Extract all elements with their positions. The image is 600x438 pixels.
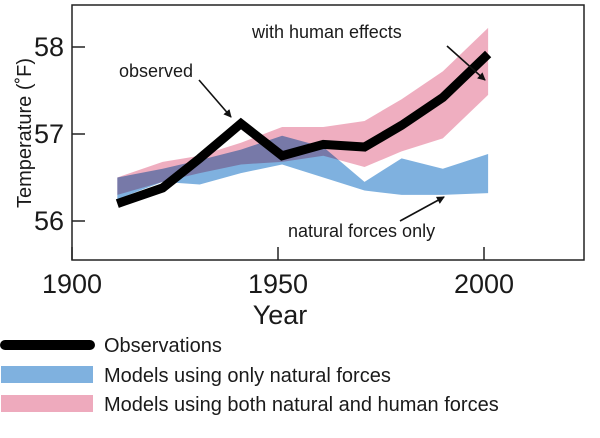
annotation-observed: observed bbox=[119, 61, 193, 81]
x-axis-label: Year bbox=[253, 300, 308, 330]
legend-label-human: Models using both natural and human forc… bbox=[104, 394, 499, 416]
y-tick-label: 56 bbox=[34, 206, 64, 236]
legend: Observations Models using only natural f… bbox=[0, 335, 499, 416]
arrow-human-effects bbox=[446, 45, 486, 81]
legend-swatch-natural bbox=[1, 366, 93, 383]
annotation-human-effects: with human effects bbox=[251, 22, 402, 42]
y-tick-label: 58 bbox=[34, 32, 64, 62]
natural-forces-band bbox=[117, 135, 489, 200]
annotation-natural: natural forces only bbox=[288, 221, 435, 241]
legend-label-natural: Models using only natural forces bbox=[104, 365, 391, 387]
legend-swatch-human bbox=[1, 395, 93, 412]
x-tick-label: 2000 bbox=[454, 269, 514, 299]
observations-line bbox=[115, 50, 492, 208]
legend-label-observations: Observations bbox=[104, 335, 222, 357]
x-tick-label: 1900 bbox=[42, 269, 102, 299]
x-tick-label: 1950 bbox=[248, 269, 308, 299]
y-axis-label: Temperature (˚F) bbox=[14, 58, 36, 208]
plot-frame bbox=[71, 4, 585, 261]
y-tick-label: 57 bbox=[34, 119, 64, 149]
arrow-natural bbox=[399, 196, 445, 222]
axis-ticks bbox=[71, 46, 485, 260]
arrow-observed bbox=[198, 79, 232, 118]
model-bands bbox=[117, 27, 489, 200]
